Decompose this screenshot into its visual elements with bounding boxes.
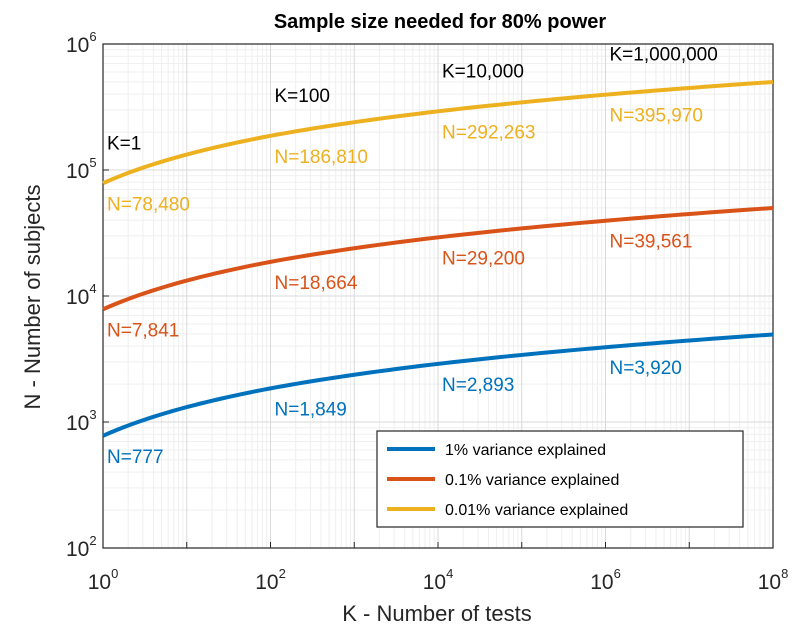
legend-box	[376, 430, 744, 528]
x-tick-label: 104	[423, 566, 454, 594]
plot-frame	[102, 43, 774, 549]
legend-item-label: 1% variance explained	[445, 442, 606, 459]
legend-item-label: 0.01% variance explained	[445, 502, 628, 519]
n-label: N=292,263	[442, 122, 536, 143]
y-tick-label: 103	[66, 407, 97, 435]
legend-item-label: 0.1% variance explained	[445, 472, 619, 489]
y-tick-label: 105	[66, 155, 97, 183]
k-label: K=1	[107, 133, 141, 154]
y-axis-label: N - Number of subjects	[20, 185, 45, 410]
chart-title: Sample size needed for 80% power	[274, 11, 607, 33]
series-line-1	[102, 205, 774, 312]
y-axis-ticks: 102 103 104 105 106	[66, 29, 97, 561]
x-axis-ticks: 100 102 104 106 108	[88, 566, 789, 594]
x-tick-label: 106	[590, 566, 621, 594]
y-tick-label: 102	[66, 533, 97, 561]
legend: 1% variance explained 0.1% variance expla…	[376, 430, 744, 528]
annotations: K=1 K=100 K=10,000 K=1,000,000 N=777 N=1,849 N…	[107, 45, 718, 468]
n-label: N=186,810	[275, 147, 369, 168]
n-label: N=777	[107, 447, 164, 468]
x-tick-label: 108	[758, 566, 789, 594]
k-label: K=100	[275, 86, 330, 107]
n-label: N=7,841	[107, 320, 179, 341]
k-label: K=10,000	[442, 61, 524, 82]
n-label: N=3,920	[610, 358, 682, 379]
n-label: N=78,480	[107, 194, 190, 215]
n-label: N=18,664	[275, 273, 358, 294]
x-tick-label: 102	[255, 566, 286, 594]
n-label: N=2,893	[442, 375, 514, 396]
series-line-2	[102, 79, 774, 186]
x-axis-label: K - Number of tests	[342, 601, 532, 626]
series-lines	[102, 79, 774, 438]
y-tick-label: 106	[66, 29, 97, 57]
series-line-0	[102, 332, 774, 438]
x-tick-label: 100	[88, 566, 119, 594]
n-label: N=29,200	[442, 248, 525, 269]
y-tick-label: 104	[66, 281, 97, 309]
n-label: N=1,849	[275, 399, 347, 420]
k-label: K=1,000,000	[610, 45, 718, 66]
n-label: N=395,970	[610, 106, 704, 127]
n-label: N=39,561	[610, 232, 693, 253]
